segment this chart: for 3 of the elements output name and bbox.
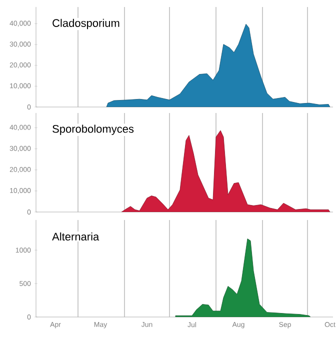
text: Sporobolomyces [52, 124, 134, 135]
text: Alternaria [52, 232, 100, 241]
text: Cladosporium [52, 18, 120, 30]
